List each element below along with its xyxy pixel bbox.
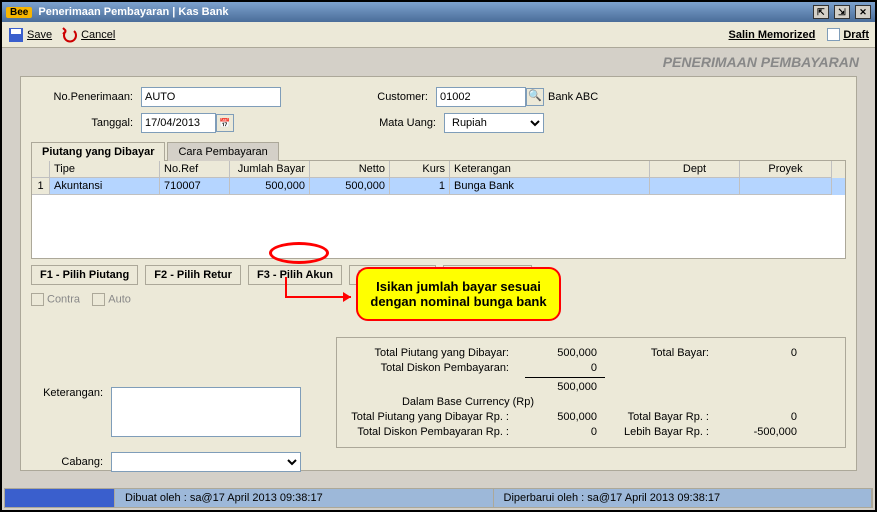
auto-checkbox [92, 293, 105, 306]
statusbar: Dibuat oleh : sa@17 April 2013 09:38:17 … [4, 488, 873, 508]
cabang-select[interactable] [111, 452, 301, 472]
cancel-label: Cancel [81, 29, 115, 41]
keterangan-area: Keterangan: [31, 387, 301, 437]
app-window: Bee Penerimaan Pembayaran | Kas Bank ⇱ ⇲… [0, 0, 877, 512]
col-keterangan: Keterangan [450, 161, 650, 178]
cell-dept [650, 178, 740, 195]
keterangan-textarea[interactable] [111, 387, 301, 437]
col-kurs: Kurs [390, 161, 450, 178]
mata-uang-select[interactable]: Rupiah [444, 113, 544, 133]
draft-checkbox[interactable] [827, 28, 840, 41]
lb-rp-label: Lebih Bayar Rp. : [597, 426, 717, 438]
cell-rownum: 1 [32, 178, 50, 195]
total-bayar-value: 0 [717, 347, 797, 359]
col-netto: Netto [310, 161, 390, 178]
cell-noref: 710007 [160, 178, 230, 195]
maximize-button[interactable]: ⇲ [834, 5, 850, 19]
window-buttons: ⇱ ⇲ ✕ [811, 5, 871, 19]
tb-rp-value: 0 [717, 411, 797, 423]
col-proyek: Proyek [740, 161, 832, 178]
save-label: Save [27, 29, 52, 41]
f2-pilih-retur-button[interactable]: F2 - Pilih Retur [145, 265, 241, 285]
col-noref: No.Ref [160, 161, 230, 178]
status-created: Dibuat oleh : sa@17 April 2013 09:38:17 [115, 489, 494, 507]
tanggal-label: Tanggal: [31, 117, 141, 129]
titlebar: Bee Penerimaan Pembayaran | Kas Bank ⇱ ⇲… [2, 2, 875, 22]
mata-uang-label: Mata Uang: [359, 117, 444, 129]
date-picker-button[interactable]: 📅 [216, 114, 234, 132]
main-panel: No.Penerimaan: Customer: 🔍 Bank ABC Tang… [20, 76, 857, 471]
tabs: Piutang yang Dibayar Cara Pembayaran Tip… [31, 141, 846, 285]
f1-pilih-piutang-button[interactable]: F1 - Pilih Piutang [31, 265, 138, 285]
salin-memorized-link[interactable]: Salin Memorized [729, 29, 816, 41]
payment-grid: Tipe No.Ref Jumlah Bayar Netto Kurs Kete… [31, 160, 846, 259]
cell-proyek [740, 178, 832, 195]
total-bayar-label: Total Bayar: [597, 347, 717, 359]
window-title: Penerimaan Pembayaran | Kas Bank [38, 6, 811, 18]
undo-icon [62, 27, 78, 43]
table-row[interactable]: 1 Akuntansi 710007 500,000 500,000 1 Bun… [32, 178, 845, 195]
status-segment-1 [5, 489, 115, 507]
minimize-button[interactable]: ⇱ [813, 5, 829, 19]
close-button[interactable]: ✕ [855, 5, 871, 19]
save-button[interactable]: Save [8, 27, 52, 43]
total-diskon-value: 0 [517, 362, 597, 374]
page-heading: PENERIMAAN PEMBAYARAN [2, 48, 875, 70]
cancel-button[interactable]: Cancel [62, 27, 115, 43]
customer-input[interactable] [436, 87, 526, 107]
subtotal-value: 500,000 [517, 381, 597, 393]
total-piutang-dibayar-value: 500,000 [517, 347, 597, 359]
cell-tipe: Akuntansi [50, 178, 160, 195]
tab-piutang-dibayar[interactable]: Piutang yang Dibayar [31, 142, 165, 161]
totals-panel: Total Piutang yang Dibayar: 500,000 Tota… [336, 337, 846, 448]
no-penerimaan-input[interactable] [141, 87, 281, 107]
total-piutang-dibayar-label: Total Piutang yang Dibayar: [347, 347, 517, 359]
app-logo: Bee [6, 7, 32, 18]
col-jumlah-bayar: Jumlah Bayar [230, 161, 310, 178]
lb-rp-value: -500,000 [717, 426, 797, 438]
col-dept: Dept [650, 161, 740, 178]
annotation-arrow [281, 277, 356, 307]
col-rownum [32, 161, 50, 178]
no-penerimaan-label: No.Penerimaan: [31, 91, 141, 103]
tdp-rp-value: 0 [517, 426, 597, 438]
toolbar: Save Cancel Salin Memorized Draft [2, 22, 875, 48]
tpd-rp-label: Total Piutang yang Dibayar Rp. : [347, 411, 517, 423]
annotation-callout: Isikan jumlah bayar sesuai dengan nomina… [356, 267, 561, 321]
tpd-rp-value: 500,000 [517, 411, 597, 423]
cell-netto: 500,000 [310, 178, 390, 195]
customer-name: Bank ABC [548, 91, 598, 103]
auto-label: Auto [108, 293, 131, 305]
cabang-label: Cabang: [31, 456, 111, 468]
status-updated: Diperbarui oleh : sa@17 April 2013 09:38… [494, 489, 873, 507]
col-tipe: Tipe [50, 161, 160, 178]
tanggal-input[interactable] [141, 113, 216, 133]
cell-jumlah-bayar: 500,000 [230, 178, 310, 195]
base-currency-header: Dalam Base Currency (Rp) [347, 396, 597, 408]
customer-label: Customer: [351, 91, 436, 103]
tab-cara-pembayaran[interactable]: Cara Pembayaran [167, 142, 278, 161]
contra-label: Contra [47, 293, 80, 305]
keterangan-label: Keterangan: [31, 387, 111, 437]
total-diskon-label: Total Diskon Pembayaran: [347, 362, 517, 374]
save-icon [8, 27, 24, 43]
tb-rp-label: Total Bayar Rp. : [597, 411, 717, 423]
cell-keterangan: Bunga Bank [450, 178, 650, 195]
cell-kurs: 1 [390, 178, 450, 195]
customer-search-button[interactable]: 🔍 [526, 88, 544, 106]
contra-checkbox [31, 293, 44, 306]
tdp-rp-label: Total Diskon Pembayaran Rp. : [347, 426, 517, 438]
annotation-highlight-circle [269, 242, 329, 264]
draft-label: Draft [843, 29, 869, 41]
